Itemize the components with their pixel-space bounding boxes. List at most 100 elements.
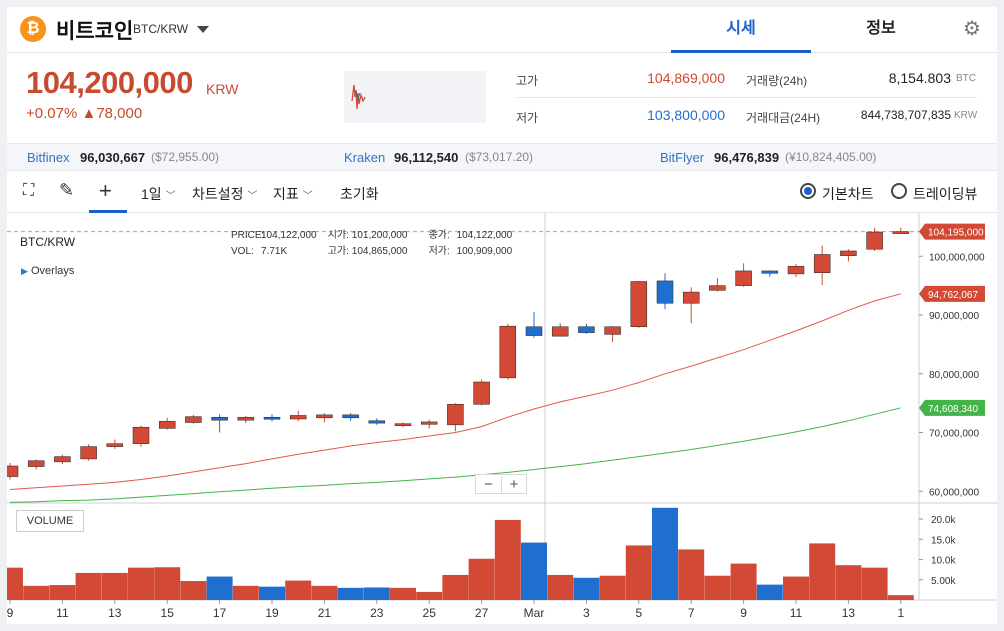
x-tick-label: 13 xyxy=(842,606,856,620)
coin-name[interactable]: 비트코인 xyxy=(56,20,134,43)
exchange-usd: ($72,955.00) xyxy=(151,150,220,164)
candle xyxy=(342,414,359,419)
indicators-dropdown[interactable]: 지표 ﹀ xyxy=(273,184,313,204)
volume-value: 8,154.803 xyxy=(888,70,951,86)
volume-bar xyxy=(285,580,312,600)
exchange-name[interactable]: BitFlyer xyxy=(660,150,705,165)
x-tick-label: 1 xyxy=(897,606,904,620)
tooltip-low-label: 저가: xyxy=(428,246,450,257)
chart-canvas[interactable]: 100,000,000 90,000,000 80,000,000 70,000,00… xyxy=(7,213,997,624)
chart-toolbar: ⛶ ✎ + 1일 ﹀ 차트설정 ﹀ 지표 ﹀ 초기화 기본차트 트레이딩뷰 xyxy=(7,172,997,213)
zoom-out-button[interactable]: − xyxy=(484,476,493,493)
candle xyxy=(525,326,543,336)
y-tick-label: 90,000,000 xyxy=(929,311,979,322)
exchange-price: 96,112,540 xyxy=(394,150,459,165)
volume-bar xyxy=(835,565,862,600)
volume-bar xyxy=(390,587,416,600)
basic-chart-label[interactable]: 기본차트 xyxy=(822,186,874,202)
volume-bar xyxy=(311,585,338,600)
x-tick-label: 21 xyxy=(318,606,332,620)
mini-chart xyxy=(344,71,486,123)
price-axis-tag-label: 94,762,067 xyxy=(928,290,978,301)
coin-pair[interactable]: BTC/KRW xyxy=(133,22,189,36)
volume-bar xyxy=(49,585,76,600)
radio-tradingview[interactable] xyxy=(891,183,907,199)
candle xyxy=(7,465,19,477)
x-tick-label: Mar xyxy=(524,606,545,620)
x-tick-label: 17 xyxy=(213,606,227,620)
interval-dropdown[interactable]: 1일 ﹀ xyxy=(141,184,176,204)
volume-tick-label: 20.0k xyxy=(931,515,956,526)
volume-bar xyxy=(573,577,600,600)
interval-label: 1일 xyxy=(141,186,162,202)
exchange-usd: (¥10,824,405.00) xyxy=(785,150,877,164)
chevron-down-icon: ﹀ xyxy=(165,191,176,202)
zoom-in-button[interactable]: + xyxy=(501,476,526,493)
candle xyxy=(892,231,910,234)
gear-icon[interactable]: ⚙ xyxy=(963,18,981,40)
tradingview-label[interactable]: 트레이딩뷰 xyxy=(913,186,978,202)
app-window: ₿ 비트코인 BTC/KRW 시세 정보 ⚙ 104,200,000 KRW +… xyxy=(7,7,997,624)
high-label: 고가 xyxy=(516,74,539,88)
candle xyxy=(27,460,45,467)
exchange-price: 96,476,839 xyxy=(714,150,780,165)
exchange-prices-bar: Bitfinex 96,030,667 ($72,955.00) Kraken … xyxy=(7,143,997,171)
crosshair-tool[interactable]: + xyxy=(89,172,127,213)
tab-info[interactable]: 정보 xyxy=(866,20,896,37)
price-chart[interactable]: 100,000,000 90,000,000 80,000,000 70,000,00… xyxy=(7,213,997,624)
candle xyxy=(604,326,621,335)
tooltip-low: 100,909,000 xyxy=(456,246,513,257)
volume-bar xyxy=(783,576,809,600)
volume-bar xyxy=(730,563,757,600)
amount-unit: KRW xyxy=(954,110,978,121)
volume-bar xyxy=(704,575,731,600)
x-tick-label: 9 xyxy=(7,606,14,620)
candle xyxy=(682,291,700,304)
volume-bar xyxy=(206,576,233,600)
y-tick-label: 70,000,000 xyxy=(929,429,979,440)
exchange-name[interactable]: Bitfinex xyxy=(27,150,70,165)
volume-bar xyxy=(7,567,23,600)
chevron-down-icon[interactable] xyxy=(197,26,209,33)
candle xyxy=(499,325,517,379)
candle xyxy=(106,443,124,447)
zoom-controls: − + xyxy=(475,474,527,494)
chart-settings-dropdown[interactable]: 차트설정 ﹀ xyxy=(192,184,257,204)
volume-bar xyxy=(101,572,128,600)
fullscreen-icon[interactable]: ⛶ xyxy=(23,182,35,199)
tooltip-close: 104,122,000 xyxy=(456,230,513,241)
candle xyxy=(551,326,569,337)
pencil-icon[interactable]: ✎ xyxy=(59,180,75,200)
x-tick-label: 23 xyxy=(370,606,384,620)
tooltip-price: 104,122,000 xyxy=(261,230,317,241)
x-tick-label: 27 xyxy=(475,606,489,620)
candle xyxy=(787,265,805,275)
price-axis-tag-label: 104,195,000 xyxy=(928,228,984,239)
volume-bar xyxy=(416,591,443,600)
amount-value: 844,738,707,835 xyxy=(860,108,951,122)
tab-price[interactable]: 시세 xyxy=(671,7,811,53)
volume-bar xyxy=(547,574,574,600)
candle xyxy=(630,281,648,327)
price-axis-tag xyxy=(919,285,985,302)
chevron-down-icon: ﹀ xyxy=(302,191,313,202)
tooltip-vol-label: VOL: xyxy=(231,246,254,257)
x-tick-label: 5 xyxy=(635,606,642,620)
volume-bar xyxy=(678,549,705,600)
volume-bar xyxy=(154,567,181,600)
volume-tick-label: 10.0k xyxy=(931,556,956,567)
reset-button[interactable]: 초기화 xyxy=(340,186,379,202)
price-axis-tag xyxy=(919,223,985,240)
exchange-name[interactable]: Kraken xyxy=(344,150,386,165)
volume-bar xyxy=(75,572,102,600)
overlays-toggle[interactable]: ▶ Overlays xyxy=(21,265,74,277)
radio-basic-chart[interactable] xyxy=(800,183,816,199)
chart-pair-label: BTC/KRW xyxy=(20,235,76,249)
candle xyxy=(735,270,752,286)
x-tick-label: 11 xyxy=(790,606,803,620)
volume-bar xyxy=(442,574,469,600)
volume-bar xyxy=(232,585,259,600)
tooltip-high-label: 고가: xyxy=(327,246,349,257)
candle xyxy=(132,426,150,444)
ohlc-tooltip: PRICE:104,122,000 시가: 101,200,000 종가: 104,… xyxy=(231,228,512,260)
